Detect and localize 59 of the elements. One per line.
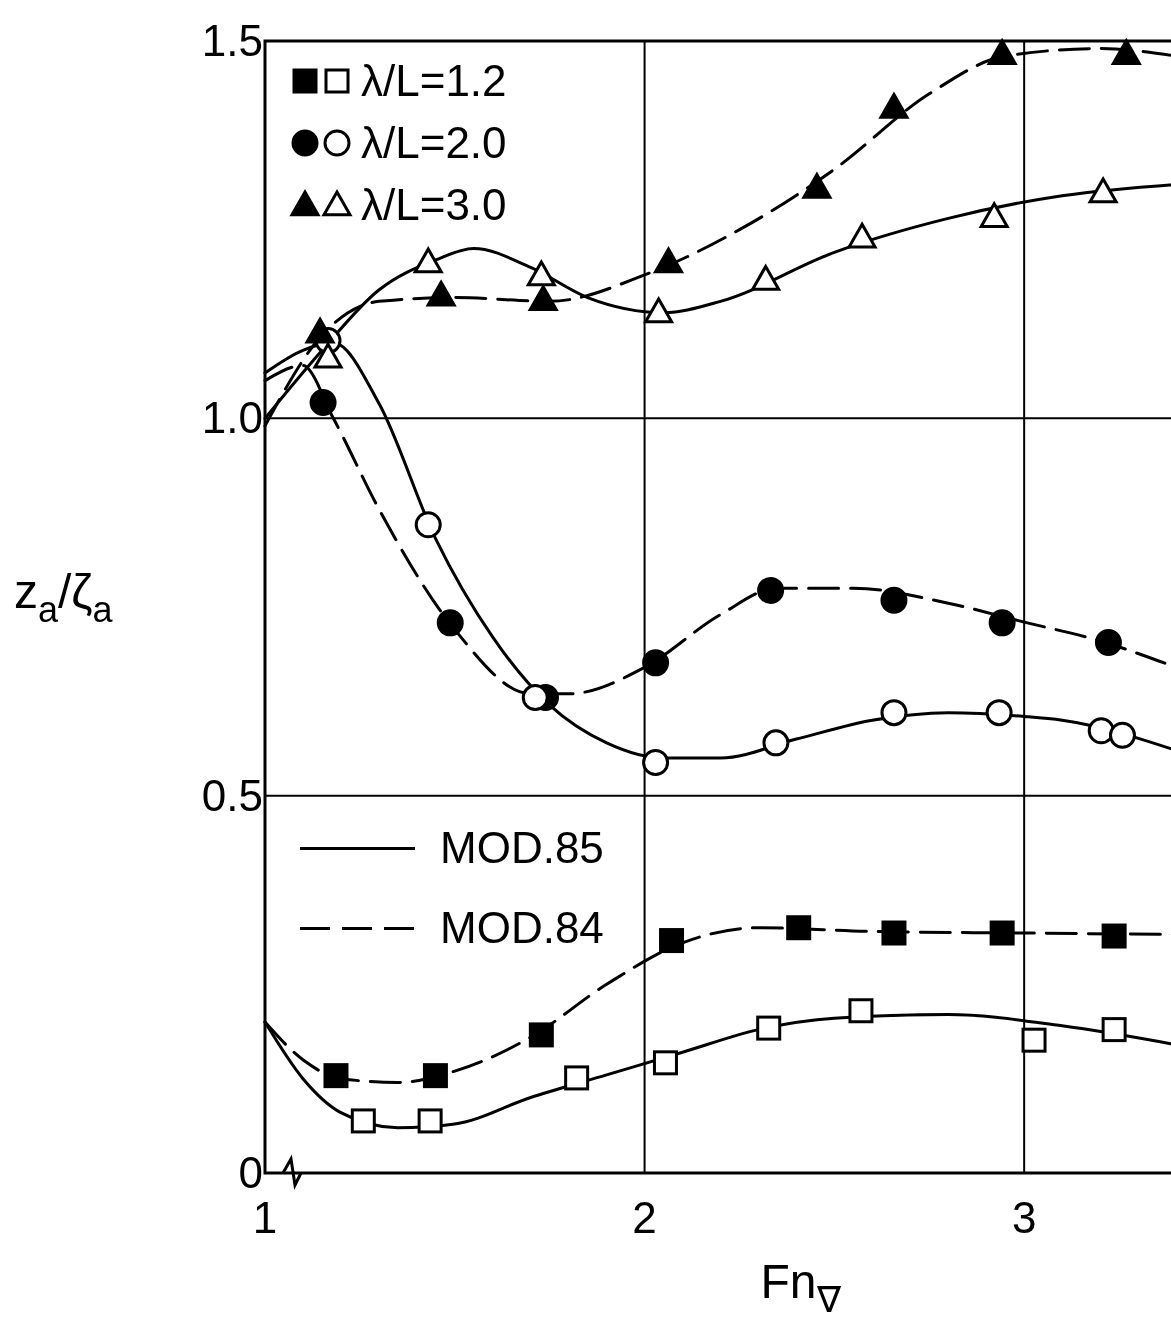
point — [987, 39, 1017, 66]
point — [1021, 1027, 1047, 1053]
point — [642, 649, 670, 677]
point — [847, 222, 877, 249]
point — [1088, 177, 1118, 204]
x-tick-label: 3 — [1011, 1193, 1037, 1242]
point — [414, 511, 442, 539]
point — [313, 342, 343, 369]
point — [564, 1065, 590, 1091]
point — [1111, 39, 1141, 66]
point — [879, 92, 909, 119]
point — [757, 576, 785, 604]
point — [989, 920, 1015, 946]
y-tick-label: 0.5 — [201, 770, 263, 820]
point — [1101, 923, 1127, 949]
point — [436, 609, 464, 637]
point — [528, 1022, 554, 1048]
point — [309, 388, 337, 416]
point — [751, 264, 781, 291]
point — [526, 260, 556, 287]
point — [880, 699, 908, 727]
point — [654, 247, 683, 274]
point — [1108, 721, 1136, 749]
point — [1087, 717, 1115, 745]
y-axis-title: z$_{a}$/ζ$_{a}$ — [14, 565, 114, 631]
point — [350, 1108, 376, 1134]
point — [422, 1063, 448, 1089]
point — [848, 998, 874, 1024]
point — [642, 748, 670, 776]
legend-label: λ/L=3.0 — [361, 180, 507, 229]
legend-label: MOD.84 — [440, 903, 604, 953]
point — [802, 172, 832, 199]
point — [323, 1063, 349, 1089]
x-tick-label: 2 — [632, 1193, 657, 1242]
point — [756, 1015, 782, 1041]
point — [659, 928, 685, 954]
y-tick-label: 1.0 — [201, 393, 263, 443]
point — [413, 247, 443, 274]
point — [881, 920, 907, 946]
point — [644, 297, 674, 324]
x-axis-title: Fn$_{∇}$ — [760, 1255, 842, 1317]
point — [426, 280, 456, 307]
point — [988, 609, 1016, 637]
point — [880, 586, 908, 614]
point — [521, 684, 549, 712]
point — [652, 1050, 678, 1076]
point — [786, 915, 812, 941]
point — [528, 285, 558, 312]
point — [979, 202, 1009, 229]
point — [985, 699, 1013, 727]
legend-label: MOD.85 — [440, 823, 604, 873]
legend-label: λ/L=2.0 — [361, 118, 507, 167]
legend-label: λ/L=1.2 — [361, 56, 507, 105]
point — [762, 729, 790, 757]
point — [417, 1108, 443, 1134]
point — [1101, 1017, 1127, 1043]
y-tick-label: 1.5 — [201, 16, 263, 65]
point — [1094, 628, 1122, 656]
point — [305, 317, 335, 344]
